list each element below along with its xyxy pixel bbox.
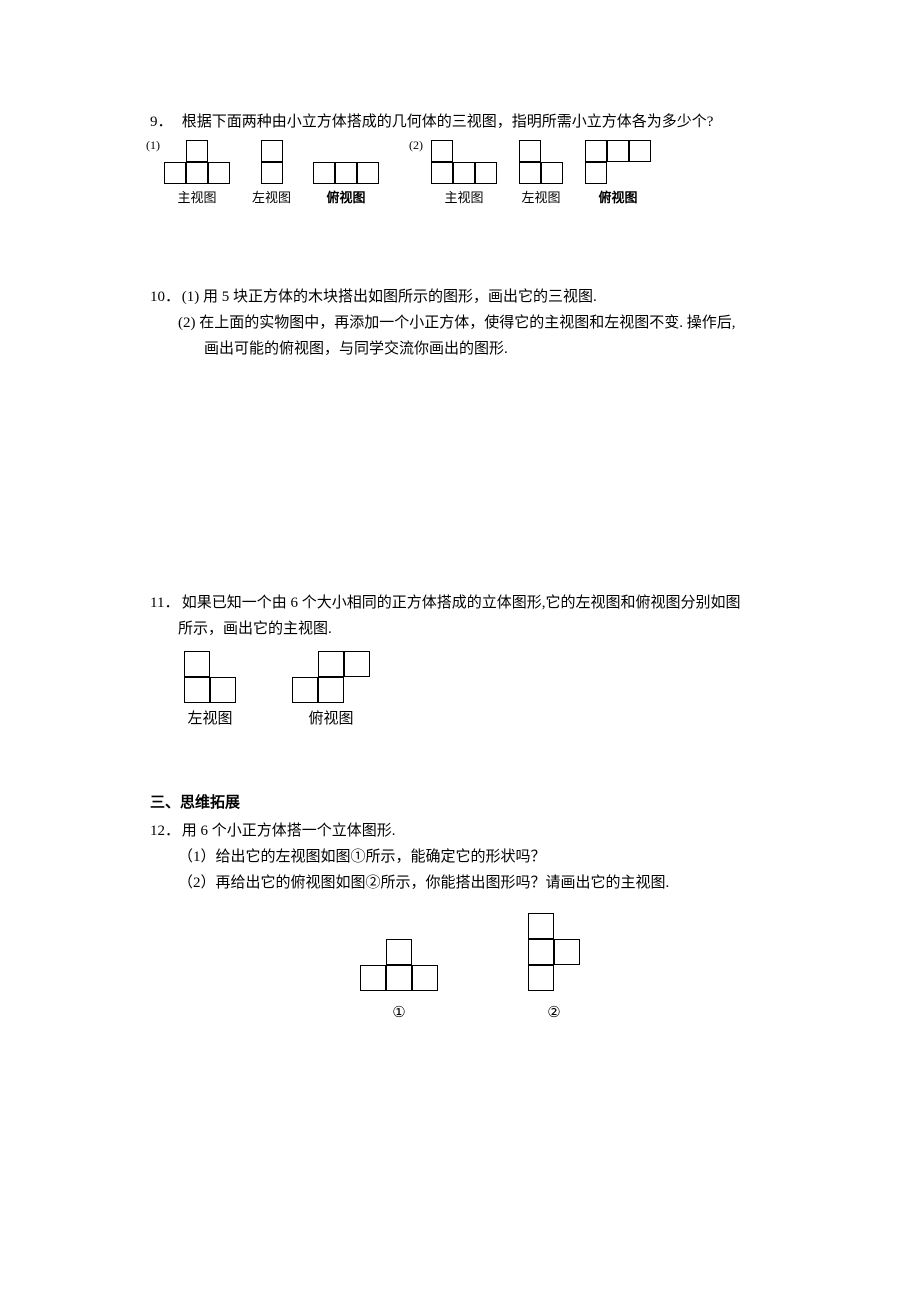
q11-text1: 如果已知一个由 6 个大小相同的正方体搭成的立体图形,它的左视图和俯视图分别如图 xyxy=(182,591,790,615)
q12-number: 12． xyxy=(150,819,178,843)
q9-g2-left-label: 左视图 xyxy=(522,188,561,209)
q10-number: 10． xyxy=(150,285,178,309)
q9-g2-tag: (2) xyxy=(409,136,423,155)
q10-line1: (1) 用 5 块正方体的木块搭出如图所示的图形，画出它的三视图. xyxy=(182,285,790,309)
section-3-title: 三、思维拓展 xyxy=(150,791,790,815)
q9-g2-front-label: 主视图 xyxy=(445,188,484,209)
q10-line2: (2) 在上面的实物图中，再添加一个小正方体，使得它的主视图和左视图不变. 操作… xyxy=(178,311,790,335)
q12-fig1: ① xyxy=(360,939,438,1025)
q9-g1-top: 俯视图 xyxy=(313,162,379,209)
q12-text: 用 6 个小正方体搭一个立体图形. xyxy=(182,819,790,843)
q9-group1: (1) 主视图 左视图 xyxy=(164,140,379,209)
q12-fig1-label: ① xyxy=(392,1001,405,1025)
question-10: 10． (1) 用 5 块正方体的木块搭出如图所示的图形，画出它的三视图. (2… xyxy=(150,285,790,361)
worksheet-page: 9． 根据下面两种由小立方体搭成的几何体的三视图，指明所需小立方体各为多少个? … xyxy=(0,0,920,1302)
q9-figures: (1) 主视图 左视图 xyxy=(164,140,790,209)
q9-g1-left-label: 左视图 xyxy=(252,188,291,209)
question-12: 12． 用 6 个小正方体搭一个立体图形. （1）给出它的左视图如图①所示，能确… xyxy=(150,819,790,1025)
q9-g1-tag: (1) xyxy=(146,136,160,155)
q11-left: 左视图 xyxy=(184,651,236,731)
q9-g1-top-label: 俯视图 xyxy=(327,188,366,209)
q9-g1-front-label: 主视图 xyxy=(177,188,216,209)
q9-group2: (2) 主视图 xyxy=(431,140,651,209)
q10-line3: 画出可能的俯视图，与同学交流你画出的图形. xyxy=(178,337,790,361)
q12-line2: （2）再给出它的俯视图如图②所示，你能搭出图形吗？请画出它的主视图. xyxy=(178,871,790,895)
q9-g2-front: 主视图 xyxy=(431,140,497,209)
q9-g2-left: 左视图 xyxy=(519,140,563,209)
question-11: 11． 如果已知一个由 6 个大小相同的正方体搭成的立体图形,它的左视图和俯视图… xyxy=(150,591,790,731)
q12-fig2-label: ② xyxy=(547,1001,560,1025)
q9-g2-top-label: 俯视图 xyxy=(599,188,638,209)
question-9: 9． 根据下面两种由小立方体搭成的几何体的三视图，指明所需小立方体各为多少个? … xyxy=(150,110,790,209)
q12-fig2: ② xyxy=(528,913,580,1025)
q9-g2-top: 俯视图 xyxy=(585,140,651,209)
q11-number: 11． xyxy=(150,591,178,615)
q9-g1-left: 左视图 xyxy=(252,140,291,209)
q11-top-label: 俯视图 xyxy=(308,707,353,731)
q9-text: 根据下面两种由小立方体搭成的几何体的三视图，指明所需小立方体各为多少个? xyxy=(182,110,790,134)
q11-figures: 左视图 俯视图 xyxy=(184,651,790,731)
q11-text2: 所示，画出它的主视图. xyxy=(178,617,790,641)
q12-figures: ① ② xyxy=(150,913,790,1025)
q12-line1: （1）给出它的左视图如图①所示，能确定它的形状吗？ xyxy=(178,845,790,869)
q11-top: 俯视图 xyxy=(292,651,370,731)
q9-number: 9． xyxy=(150,110,178,134)
q9-g1-front: 主视图 xyxy=(164,140,230,209)
q11-left-label: 左视图 xyxy=(187,707,232,731)
